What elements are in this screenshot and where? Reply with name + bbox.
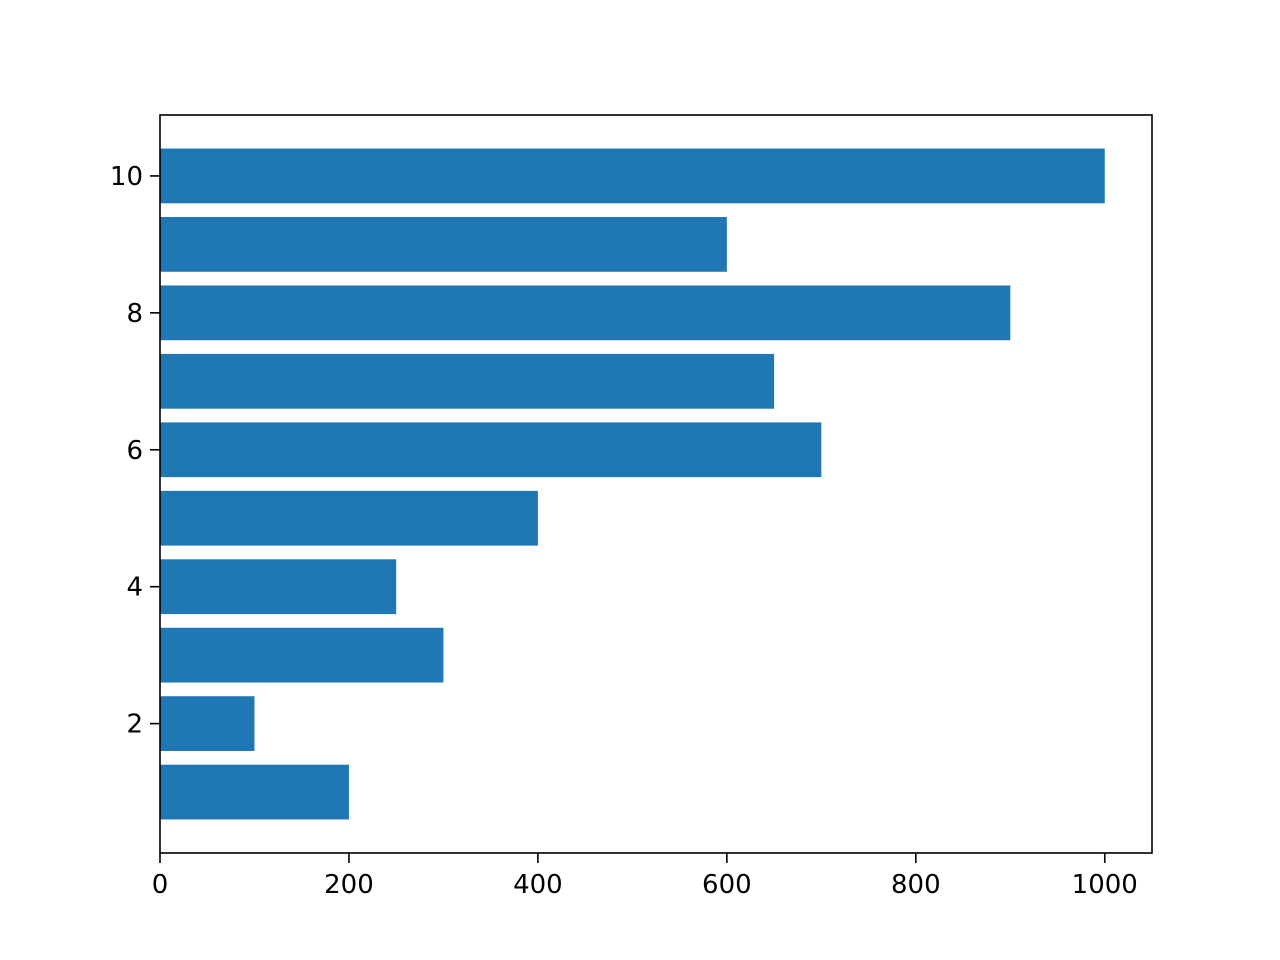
y-tick-label: 4 — [126, 573, 143, 603]
x-tick-label: 600 — [702, 870, 752, 900]
y-tick-label: 10 — [110, 162, 143, 192]
bar — [160, 353, 775, 409]
bar — [160, 627, 444, 683]
y-tick-label: 8 — [126, 299, 143, 329]
bar — [160, 217, 727, 272]
x-tick-label: 800 — [891, 870, 941, 900]
bar — [160, 490, 538, 546]
x-tick-label: 400 — [513, 870, 563, 900]
x-tick-label: 200 — [324, 870, 374, 900]
plot-frame — [159, 114, 1153, 854]
y-tick-label: 2 — [126, 710, 143, 740]
y-tick-label: 6 — [126, 436, 143, 466]
bar — [160, 764, 349, 820]
bar — [160, 285, 1011, 341]
x-tick-label: 1000 — [1072, 870, 1138, 900]
bar — [160, 148, 1105, 204]
bar — [160, 559, 397, 615]
bar — [160, 422, 822, 478]
bar — [160, 696, 255, 751]
x-tick-label: 0 — [152, 870, 169, 900]
